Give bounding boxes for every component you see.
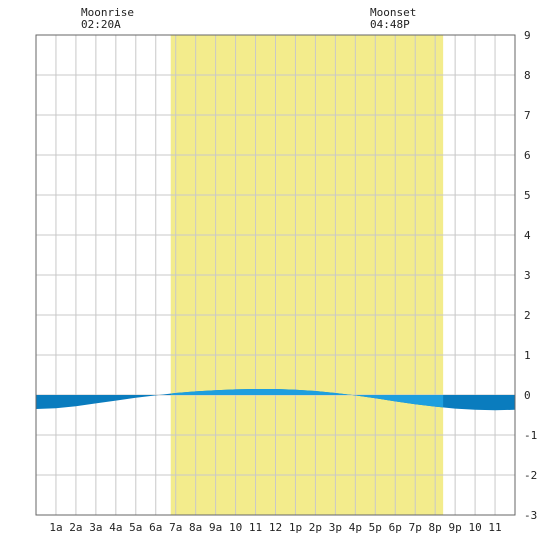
y-tick-label: 1 [524, 349, 531, 362]
x-tick-label: 7a [169, 521, 182, 534]
x-tick-labels: 1a 2a 3a 4a 5a 6a 7a 8a 9a 10 11 12 1p 2p 3p 4p 5p 6p 7p 8p… [49, 521, 501, 534]
y-tick-label: -3 [524, 509, 537, 522]
y-tick-label: 9 [524, 29, 531, 42]
x-tick-label: 10 [229, 521, 242, 534]
y-tick-label: 4 [524, 229, 531, 242]
moonrise-time: 02:20A [81, 18, 121, 31]
y-tick-label: 8 [524, 69, 531, 82]
x-tick-label: 4a [109, 521, 122, 534]
y-tick-label: 0 [524, 389, 531, 402]
x-tick-label: 12 [269, 521, 282, 534]
x-tick-label: 8p [429, 521, 442, 534]
y-tick-label: 2 [524, 309, 531, 322]
x-tick-label: 7p [409, 521, 422, 534]
moonrise-label: Moonrise [81, 6, 134, 19]
x-tick-label: 2a [69, 521, 82, 534]
x-tick-label: 9a [209, 521, 222, 534]
x-tick-label: 1p [289, 521, 302, 534]
x-tick-label: 8a [189, 521, 202, 534]
x-tick-label: 11 [488, 521, 501, 534]
x-tick-label: 3p [329, 521, 342, 534]
x-tick-label: 10 [468, 521, 481, 534]
x-tick-label: 6a [149, 521, 162, 534]
y-tick-label: 3 [524, 269, 531, 282]
x-tick-label: 1a [49, 521, 62, 534]
x-tick-label: 5p [369, 521, 382, 534]
tide-area-day [170, 389, 444, 408]
x-tick-label: 9p [449, 521, 462, 534]
moonset-label: Moonset [370, 6, 416, 19]
x-tick-label: 2p [309, 521, 322, 534]
x-tick-label: 5a [129, 521, 142, 534]
y-tick-label: 7 [524, 109, 531, 122]
x-tick-label: 3a [89, 521, 102, 534]
x-tick-label: 4p [349, 521, 362, 534]
x-tick-label: 11 [249, 521, 262, 534]
y-tick-label: 5 [524, 189, 531, 202]
y-tick-label: -1 [524, 429, 537, 442]
x-tick-label: 6p [389, 521, 402, 534]
y-tick-label: -2 [524, 469, 537, 482]
tide-area-layer [36, 389, 515, 411]
plot-frame-layer [35, 34, 516, 516]
y-tick-label: 6 [524, 149, 531, 162]
moonset-time: 04:48P [370, 18, 410, 31]
plot-frame [35, 34, 516, 516]
y-tick-labels: -3 -2 -1 0 1 2 3 4 5 6 7 8 9 [524, 29, 537, 522]
